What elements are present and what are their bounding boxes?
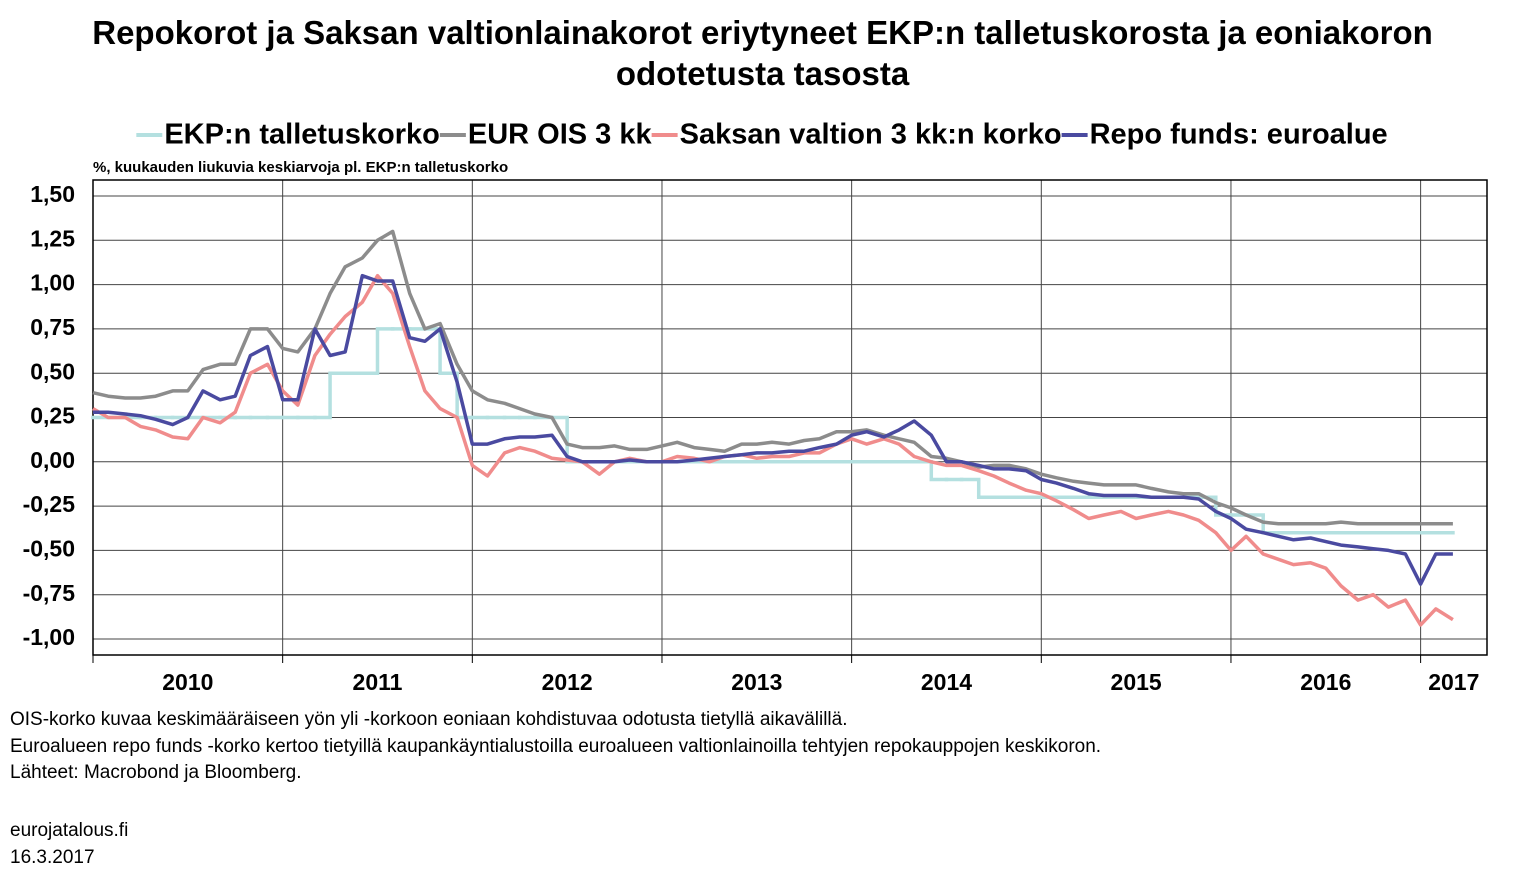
legend-item: Saksan valtion 3 kk:n korko [651,119,1062,151]
x-tick-label: 2012 [542,669,593,695]
note: OIS-korko kuvaa keskimääräiseen yön yli … [10,709,848,730]
y-tick-label: -0,25 [23,491,76,517]
x-tick-label: 2014 [921,669,972,695]
legend-label: Repo funds: euroalue [1090,119,1388,151]
notes: OIS-korko kuvaa keskimääräiseen yön yli … [10,707,1101,787]
y-tick-label: 1,00 [30,270,75,296]
y-tick-label: 0,00 [30,447,75,473]
x-tick-label: 2013 [731,669,782,695]
legend-label: EKP:n talletuskorko [164,119,440,151]
y-tick-label: 1,50 [30,181,75,207]
x-tick-label: 2010 [162,669,213,695]
series-line [92,273,1454,627]
note: Euroalueen repo funds -korko kertoo tiet… [10,735,1102,757]
subtitle: %, kuukauden liukuvia keskiarvoja pl. EK… [93,159,508,176]
legend-item: EKP:n talletuskorko [136,119,440,151]
note: Lähteet: Macrobond ja Bloomberg. [10,762,302,783]
x-tick-label: 2017 [1428,669,1479,695]
y-tick-label: -0,50 [23,536,75,562]
series-line [93,273,1453,586]
y-tick-label: 1,25 [30,225,75,251]
x-tick-label: 2011 [353,669,403,695]
y-tick-label: 0,75 [30,314,75,340]
series-line [92,229,1453,526]
step-line [91,327,1455,535]
legend-item: EUR OIS 3 kk [439,119,653,151]
y-tick-label: 0,50 [30,358,75,384]
footer: eurojatalous.fi 16.3.2017 [10,818,128,871]
y-tick-label: -0,75 [23,580,76,606]
chart-title: Repokorot ja Saksan valtionlainakorot er… [92,14,1433,92]
chart: %, kuukauden liukuvia keskiarvoja pl. EK… [23,119,1488,695]
date: 16.3.2017 [10,846,95,868]
y-tick-label: -1,00 [23,624,75,650]
source-site: eurojatalous.fi [10,820,129,841]
legend-label: Saksan valtion 3 kk:n korko [680,119,1062,151]
legend-item: Repo funds: euroalue [1061,119,1388,151]
x-tick-label: 2015 [1111,669,1162,695]
legend-label: EUR OIS 3 kk [468,119,653,151]
x-tick-label: 2016 [1300,669,1351,695]
y-tick-label: 0,25 [30,403,75,429]
